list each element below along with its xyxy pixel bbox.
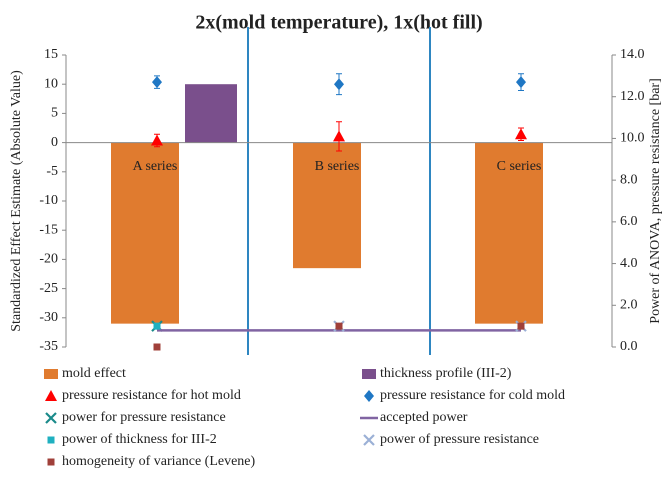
marker — [153, 343, 161, 351]
y-tick-label: 10 — [44, 76, 58, 91]
y-tick-label: -20 — [39, 252, 58, 267]
y2-axis-title: Power of ANOVA, pressure resistance [bar… — [648, 78, 663, 323]
marker — [333, 130, 345, 142]
category-label: C series — [497, 159, 542, 174]
y2-tick-label: 8.0 — [620, 172, 638, 187]
y-tick-label: 5 — [51, 106, 58, 121]
legend-swatch — [47, 436, 55, 444]
y-tick-label: -25 — [39, 281, 58, 296]
marker — [516, 76, 526, 89]
marker — [151, 134, 163, 146]
legend-label: accepted power — [380, 410, 468, 425]
y2-tick-label: 12.0 — [620, 89, 645, 104]
y-tick-label: -5 — [46, 164, 58, 179]
y-tick-label: 15 — [44, 47, 58, 62]
legend-label: power for pressure resistance — [62, 410, 226, 425]
marker — [517, 322, 525, 330]
marker — [152, 76, 162, 89]
y-tick-label: 0 — [51, 135, 58, 150]
marker — [334, 78, 344, 91]
y-tick-label: -10 — [39, 193, 58, 208]
y2-tick-label: 6.0 — [620, 214, 638, 229]
y2-tick-label: 10.0 — [620, 131, 645, 146]
legend-swatch — [364, 390, 374, 402]
legend-swatch — [47, 458, 55, 466]
legend-label: power of pressure resistance — [380, 432, 539, 447]
category-label: A series — [133, 159, 178, 174]
bar — [293, 142, 361, 269]
legend-swatch — [363, 434, 375, 446]
y2-tick-label: 4.0 — [620, 256, 638, 271]
chart-title: 2x(mold temperature), 1x(hot fill) — [195, 12, 482, 34]
y2-tick-label: 14.0 — [620, 47, 645, 62]
bar — [475, 142, 543, 324]
bar — [111, 142, 179, 324]
y2-tick-label: 0.0 — [620, 339, 638, 354]
legend-label: mold effect — [62, 366, 126, 381]
y-axis-title: Standardized Effect Estimate (Absolute V… — [9, 70, 24, 332]
legend-swatch — [362, 369, 376, 379]
legend-swatch — [45, 412, 57, 424]
category-label: B series — [315, 159, 360, 174]
y2-tick-label: 2.0 — [620, 298, 638, 313]
bar — [185, 84, 237, 143]
marker — [335, 322, 343, 330]
y-tick-label: -35 — [39, 339, 58, 354]
legend-label: power of thickness for III-2 — [62, 432, 217, 447]
legend-label: pressure resistance for hot mold — [62, 388, 241, 403]
legend-swatch — [44, 369, 58, 379]
legend-label: pressure resistance for cold mold — [380, 388, 565, 403]
legend-swatch — [45, 390, 57, 401]
legend-label: homogeneity of variance (Levene) — [62, 454, 256, 469]
y-tick-label: -30 — [39, 310, 58, 325]
y-tick-label: -15 — [39, 222, 58, 237]
legend-label: thickness profile (III-2) — [380, 366, 512, 381]
marker — [515, 128, 527, 140]
marker — [153, 322, 161, 330]
